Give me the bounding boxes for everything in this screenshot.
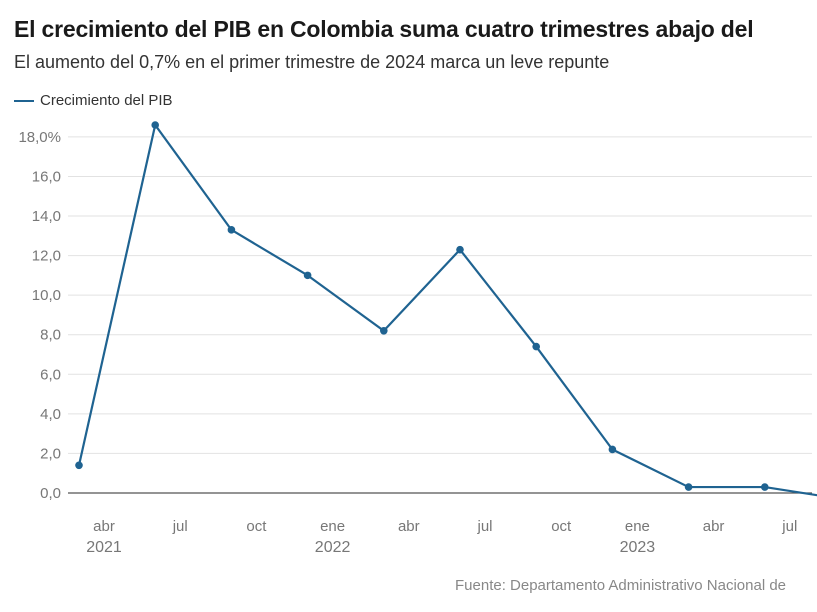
y-tick-label: 16,0: [32, 168, 61, 185]
data-point: [303, 271, 312, 280]
x-tick-label: jul: [781, 518, 797, 535]
x-axis: abr jul oct ene abr jul oct ene abr jul 2021 2022 20…: [86, 518, 797, 556]
legend-label: Crecimiento del PIB: [40, 92, 173, 109]
y-tick-label: 2,0: [40, 445, 61, 462]
data-point: [761, 483, 769, 491]
data-point: [608, 445, 617, 454]
chart-title: El crecimiento del PIB en Colombia suma …: [14, 16, 754, 42]
x-tick-label: ene: [625, 518, 650, 535]
source-note: Fuente: Departamento Administrativo Naci…: [455, 577, 787, 594]
y-tick-label: 12,0: [32, 248, 61, 265]
x-year-label: 2021: [86, 539, 122, 556]
x-tick-label: abr: [398, 518, 420, 535]
y-tick-label: 8,0: [40, 327, 61, 344]
x-tick-label: oct: [246, 518, 267, 535]
chart-subtitle: El aumento del 0,7% en el primer trimest…: [14, 52, 610, 72]
data-point: [380, 326, 388, 335]
x-tick-label: jul: [476, 518, 492, 535]
y-tick-label: 14,0: [32, 208, 61, 225]
data-point: [532, 342, 540, 351]
y-axis: 0,0 2,0 4,0 6,0 8,0 10,0 12,0 14,0 16,0 18,0%: [18, 129, 61, 502]
series: [75, 121, 817, 497]
legend: Crecimiento del PIB: [14, 92, 173, 109]
x-tick-label: ene: [320, 518, 345, 535]
y-tick-label: 0,0: [40, 485, 61, 502]
series-line: [77, 123, 817, 497]
data-point: [151, 121, 159, 129]
y-tick-label: 18,0%: [18, 129, 61, 146]
data-point: [75, 461, 83, 470]
x-tick-label: oct: [551, 518, 572, 535]
grid: [68, 136, 812, 494]
y-tick-label: 4,0: [40, 406, 61, 423]
data-point: [227, 226, 236, 234]
x-year-label: 2023: [620, 539, 656, 556]
y-tick-label: 10,0: [32, 287, 61, 304]
x-year-label: 2022: [315, 539, 351, 556]
x-tick-label: abr: [93, 518, 115, 535]
data-point: [456, 245, 464, 254]
y-tick-label: 6,0: [40, 366, 61, 383]
legend-swatch: [14, 99, 34, 102]
data-point: [684, 483, 693, 491]
x-tick-label: jul: [172, 518, 188, 535]
x-tick-label: abr: [703, 518, 725, 535]
